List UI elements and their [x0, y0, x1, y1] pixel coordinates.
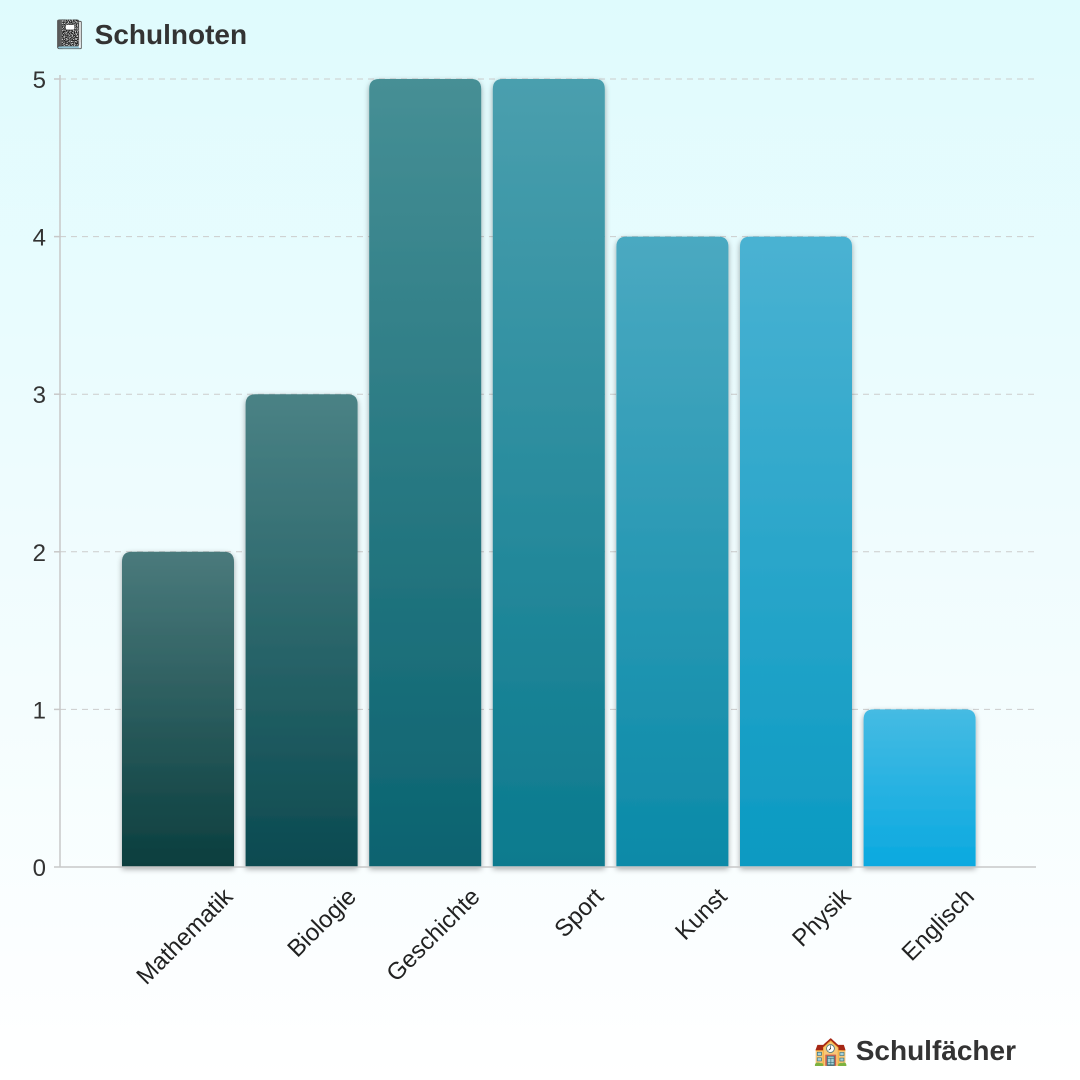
y-tick-label: 4 [33, 225, 46, 252]
y-tick-labels: 0 1 2 3 4 5 [33, 67, 60, 882]
y-tick-label: 0 [33, 855, 46, 882]
bar-biologie [245, 394, 358, 867]
x-tick-labels: Mathematik Biologie Geschichte Sport Kunst Ph… [131, 882, 979, 990]
y-tick-label: 3 [33, 382, 46, 409]
x-axis-title: 🏫 Schulfächer [813, 1035, 1016, 1067]
x-tick-label: Kunst [670, 883, 733, 946]
bar-kunst [616, 236, 729, 868]
y-tick-label: 1 [33, 697, 46, 724]
x-tick-label: Geschichte [381, 883, 485, 987]
bar-sport [492, 79, 605, 867]
x-tick-label: Mathematik [131, 882, 239, 990]
y-tick-label: 5 [33, 67, 46, 94]
axes [59, 75, 1036, 868]
bar-mathematik [122, 551, 234, 867]
y-tick-label: 2 [33, 540, 46, 567]
x-tick-label: Sport [549, 883, 609, 943]
bar-physik [740, 236, 852, 868]
x-tick-label: Englisch [897, 883, 980, 966]
x-tick-label: Biologie [282, 883, 361, 962]
bar-englisch [863, 709, 976, 867]
bars [122, 79, 976, 868]
bar-geschichte [369, 79, 482, 867]
x-tick-label: Physik [787, 882, 857, 952]
y-axis-title: 📓 Schulnoten [52, 19, 247, 50]
